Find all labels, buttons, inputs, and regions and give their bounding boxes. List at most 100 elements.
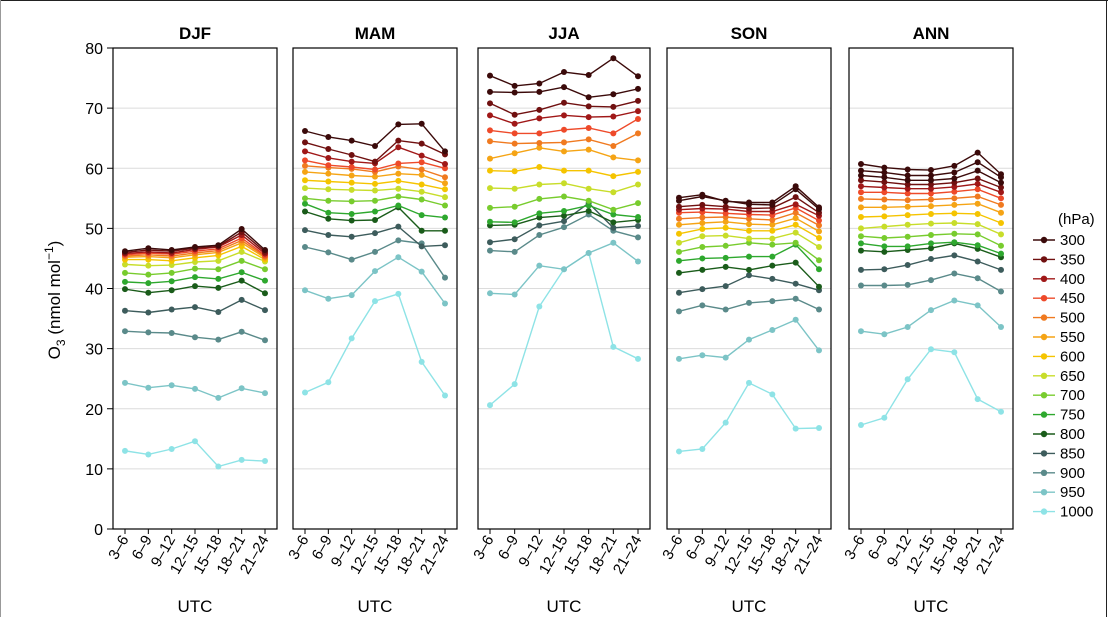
- data-point: [395, 254, 402, 261]
- y-tick-label: 10: [85, 462, 103, 479]
- data-point: [928, 167, 934, 174]
- data-point: [561, 167, 567, 174]
- data-point: [904, 323, 911, 330]
- data-point: [699, 191, 706, 198]
- data-point: [302, 208, 308, 215]
- data-point: [487, 88, 493, 95]
- data-point: [816, 204, 822, 211]
- data-point: [858, 247, 864, 254]
- data-point: [561, 126, 567, 133]
- data-point: [904, 243, 911, 250]
- data-point: [998, 209, 1004, 216]
- data-point: [487, 72, 493, 79]
- data-point: [487, 402, 493, 409]
- data-point: [974, 210, 981, 217]
- data-point: [487, 290, 493, 297]
- data-point: [858, 282, 864, 289]
- data-point: [746, 235, 752, 242]
- data-point: [769, 262, 776, 269]
- data-point: [858, 421, 864, 428]
- data-point: [792, 209, 799, 216]
- x-axis-label: UTC: [732, 597, 767, 616]
- data-point: [168, 278, 175, 285]
- data-point: [145, 384, 152, 391]
- x-axis-label: UTC: [358, 597, 393, 616]
- x-tick-label: 3–6: [659, 533, 686, 563]
- data-point: [511, 89, 518, 96]
- data-point: [816, 424, 822, 431]
- data-point: [746, 215, 752, 222]
- data-point: [122, 307, 128, 314]
- data-point: [974, 231, 981, 238]
- data-point: [122, 269, 128, 276]
- data-point: [122, 248, 128, 255]
- data-point: [676, 248, 682, 255]
- data-point: [928, 196, 934, 203]
- data-point: [395, 185, 402, 192]
- y-axis-label-sub: 3: [54, 339, 68, 346]
- data-point: [699, 201, 706, 208]
- data-point: [561, 69, 567, 76]
- data-point: [610, 224, 617, 231]
- data-point: [816, 347, 822, 354]
- data-point: [769, 199, 776, 206]
- data-point: [238, 269, 245, 276]
- data-point: [262, 247, 268, 254]
- data-point: [610, 239, 617, 246]
- data-point: [442, 174, 448, 181]
- data-point: [536, 214, 543, 221]
- data-point: [998, 179, 1004, 186]
- data-point: [348, 186, 355, 193]
- data-point: [769, 227, 776, 234]
- series-line-mam: [304, 256, 446, 304]
- data-point: [635, 222, 641, 229]
- data-point: [302, 195, 308, 202]
- data-point: [192, 244, 198, 251]
- data-point: [792, 183, 799, 190]
- data-point: [348, 335, 355, 342]
- panel-title: DJF: [179, 24, 211, 43]
- data-point: [635, 168, 641, 175]
- data-point: [487, 127, 493, 134]
- data-point: [536, 303, 543, 310]
- data-point: [610, 173, 617, 180]
- x-tick-label: 3–6: [470, 533, 497, 563]
- data-point: [238, 277, 245, 284]
- data-point: [348, 172, 355, 179]
- data-point: [928, 172, 934, 179]
- data-point: [881, 179, 888, 186]
- data-point: [769, 235, 776, 242]
- data-point: [904, 262, 911, 269]
- data-point: [676, 221, 682, 228]
- data-point: [928, 177, 934, 184]
- data-point: [418, 188, 425, 195]
- y-axis-label: O3 (nmol mol−1): [42, 241, 68, 360]
- data-point: [262, 307, 268, 314]
- data-point: [676, 203, 682, 210]
- data-point: [238, 225, 245, 232]
- data-point: [676, 269, 682, 276]
- data-point: [168, 306, 175, 313]
- data-point: [816, 217, 822, 224]
- data-point: [145, 329, 152, 336]
- data-point: [792, 229, 799, 236]
- data-point: [418, 227, 425, 234]
- y-tick-label: 70: [85, 101, 103, 118]
- data-point: [746, 272, 752, 279]
- data-point: [418, 196, 425, 203]
- data-point: [561, 218, 567, 225]
- data-point: [858, 177, 864, 184]
- data-point: [395, 121, 402, 128]
- data-point: [348, 164, 355, 171]
- legend-entry: 600: [1060, 348, 1085, 365]
- series-line-mam: [304, 293, 446, 396]
- data-point: [262, 290, 268, 297]
- data-point: [635, 108, 641, 115]
- data-point: [585, 94, 592, 101]
- data-point: [858, 195, 864, 202]
- data-point: [635, 200, 641, 207]
- data-point: [536, 222, 543, 229]
- data-point: [325, 178, 332, 185]
- data-point: [192, 385, 198, 392]
- data-point: [974, 302, 981, 309]
